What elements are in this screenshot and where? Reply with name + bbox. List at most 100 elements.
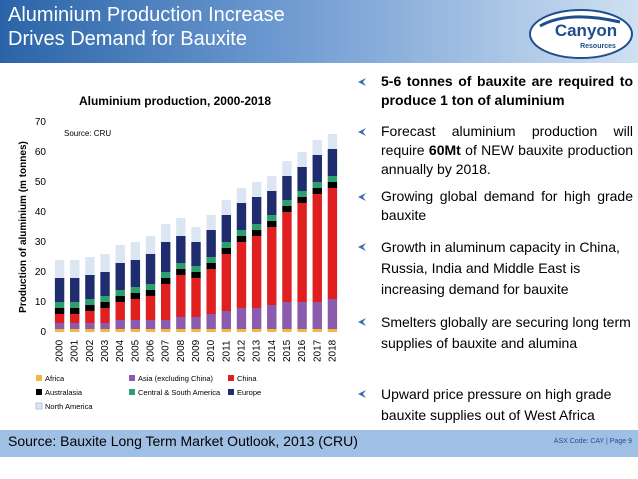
bar-segment <box>312 155 322 182</box>
y-tick-label: 30 <box>35 237 47 248</box>
bar-segment <box>297 191 307 197</box>
bullet-text-pre: Forecast aluminium production will requi… <box>381 123 633 158</box>
legend-swatch <box>129 375 135 381</box>
bar-segment <box>145 329 156 332</box>
bullet-text: Growth in aluminum capacity in China, Ru… <box>381 239 620 297</box>
bar-segment <box>54 329 65 332</box>
bar-segment <box>85 323 95 329</box>
bar-segment <box>221 242 232 248</box>
bar-segment <box>54 260 65 278</box>
legend-label: Australasia <box>45 388 83 397</box>
bar-segment <box>251 329 262 332</box>
bar-segment <box>100 323 110 329</box>
bar-segment <box>100 296 110 302</box>
bar-segment <box>130 329 141 332</box>
bar-segment <box>282 302 292 329</box>
logo-name: Canyon <box>555 21 617 40</box>
x-tick-label: 2017 <box>312 339 323 362</box>
chart-title: Aluminium production, 2000-2018 <box>79 94 271 108</box>
bar-segment <box>145 320 156 329</box>
bar-segment <box>282 176 292 200</box>
bar-segment <box>70 314 80 323</box>
bar-segment <box>221 311 232 329</box>
legend-swatch <box>228 375 234 381</box>
bar-segment <box>70 260 80 278</box>
bar-segment <box>236 203 247 230</box>
x-tick-label: 2007 <box>161 339 172 362</box>
bar-segment <box>282 212 292 302</box>
bar-segment <box>85 305 95 311</box>
x-tick-label: 2013 <box>252 339 263 362</box>
canyon-logo: Canyon Resources <box>529 9 633 59</box>
bar-segment <box>327 149 338 176</box>
bar-segment <box>191 272 201 278</box>
slide-title-line1: Aluminium Production Increase <box>8 4 285 26</box>
bar-segment <box>297 197 307 203</box>
source-citation: Source: Bauxite Long Term Market Outlook… <box>8 433 358 449</box>
bar-segment <box>54 314 65 323</box>
bullet-arrow-icon <box>358 318 366 326</box>
bar-segment <box>327 299 338 329</box>
bar-segment <box>115 320 125 329</box>
bar-segment <box>191 329 201 332</box>
bar-segment <box>100 308 110 323</box>
bar-segment <box>236 329 247 332</box>
bar-segment <box>267 176 277 191</box>
y-tick-label: 60 <box>35 147 47 158</box>
bar-segment <box>297 152 307 167</box>
bar-segment <box>327 182 338 188</box>
bar-segment <box>191 242 201 266</box>
bar-segment <box>191 278 201 317</box>
bar-segment <box>176 275 186 317</box>
legend-label: Africa <box>45 374 65 383</box>
bar-segment <box>191 227 201 242</box>
bar-segment <box>115 290 125 296</box>
bar-segment <box>297 203 307 302</box>
bar-segment <box>327 176 338 182</box>
bar-segment <box>221 248 232 254</box>
bar-segment <box>312 194 322 302</box>
bar-segment <box>206 257 216 263</box>
bar-segment <box>176 329 186 332</box>
x-tick-label: 2008 <box>176 339 187 362</box>
bar-segment <box>130 242 141 260</box>
x-tick-label: 2018 <box>327 339 338 362</box>
bar-segment <box>85 329 95 332</box>
bar-segment <box>70 308 80 314</box>
legend-label: North America <box>45 402 93 411</box>
bar-segment <box>85 275 95 299</box>
bar-segment <box>312 188 322 194</box>
bar-segment <box>160 278 171 284</box>
bar-segment <box>191 266 201 272</box>
bar-segment <box>145 296 156 320</box>
bullet-text: Upward price pressure on high grade baux… <box>381 386 612 423</box>
slide-title-line2: Drives Demand for Bauxite <box>8 28 247 50</box>
bar-segment <box>221 329 232 332</box>
bar-segment <box>327 134 338 149</box>
bar-segment <box>191 317 201 329</box>
y-tick-label: 70 <box>35 117 47 128</box>
bar-segment <box>160 284 171 320</box>
x-tick-label: 2015 <box>282 339 293 362</box>
bar-segment <box>176 263 186 269</box>
bar-segment <box>160 320 171 329</box>
bar-segment <box>327 188 338 299</box>
bar-segment <box>160 329 171 332</box>
bar-segment <box>130 293 141 299</box>
bar-segment <box>176 218 186 236</box>
bar-segment <box>115 296 125 302</box>
bullet-arrow-icon <box>358 390 366 398</box>
chart-source-annotation: Source: CRU <box>64 129 111 138</box>
x-tick-label: 2003 <box>100 339 111 362</box>
bar-segment <box>100 272 110 296</box>
bar-segment <box>221 215 232 242</box>
bar-segment <box>115 263 125 290</box>
bar-segment <box>160 272 171 278</box>
logo-sub: Resources <box>580 43 616 50</box>
bar-segment <box>115 245 125 263</box>
bar-segment <box>206 230 216 257</box>
bar-segment <box>282 206 292 212</box>
bar-segment <box>160 242 171 272</box>
bar-segment <box>236 242 247 308</box>
bar-segment <box>100 302 110 308</box>
